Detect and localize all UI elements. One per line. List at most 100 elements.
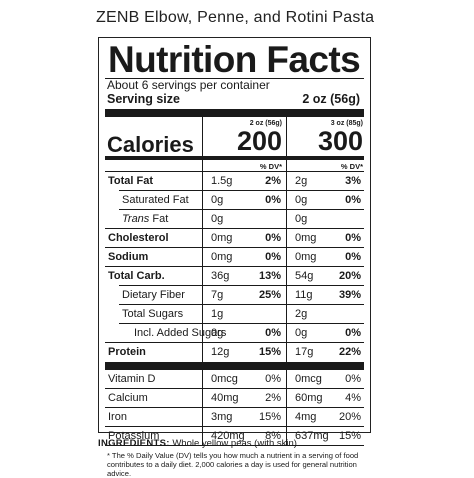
nutrient-dv-2: 3% [345,175,361,187]
calories-label: Calories [107,132,194,157]
serving-size-label: Serving size [107,92,180,106]
nutrient-row: Protein 12g 15% 17g 22% [105,343,364,362]
nutrient-name: Incl. Added Sugars [134,327,227,339]
calories-value-2: 300 [317,126,363,156]
vitamin-dv-2: 20% [338,411,361,423]
nutrient-name: Saturated Fat [122,194,189,206]
nutrient-dv-1: 0% [265,251,281,263]
divider [105,171,364,172]
nutrient-dv-1: 13% [258,270,281,282]
vitamin-name: Iron [108,411,127,423]
column-divider [202,117,203,446]
nutrient-dv-1: 0% [265,232,281,244]
vitamin-amount-2: 60mg [295,392,323,404]
nutrient-amount-1: 1g [211,308,224,320]
row-divider [105,266,364,267]
nutrient-amount-1: 12g [211,346,230,358]
vitamin-dv-2: 0% [345,373,361,385]
nutrient-amount-1: 36g [211,270,230,282]
vitamin-dv-2: 4% [345,392,361,404]
nutrient-name: Protein [108,346,146,358]
vitamin-amount-2: 637mg [295,430,329,442]
nutrient-amount-2: 11g [295,289,313,301]
nutrient-amount-2: 2g [295,175,308,187]
vitamin-amount-1: 0mcg [211,373,238,385]
row-divider [119,209,364,210]
vitamin-amount-1: 40mg [211,392,239,404]
nutrient-amount-2: 0mg [295,232,317,244]
vitamin-row: Potassium 420mg 8% 637mg 15% [105,427,364,446]
vitamin-row: Vitamin D 0mcg 0% 0mcg 0% [105,370,364,389]
nutrient-amount-2: 2g [295,308,308,320]
thick-divider [105,362,364,370]
nutrient-dv-1: 2% [265,175,281,187]
nutrient-dv-2: 22% [338,346,361,358]
vitamin-row: Calcium 40mg 2% 60mg 4% [105,389,364,408]
product-title: ZENB Elbow, Penne, and Rotini Pasta [96,9,375,26]
row-divider [119,285,364,286]
nutrient-row: Cholesterol 0mg 0% 0mg 0% [105,229,364,248]
nutrition-facts-label: Nutrition Facts About 6 servings per con… [98,37,371,478]
calories-value-1: 200 [236,126,282,156]
vitamin-amount-2: 0mcg [295,373,322,385]
nutrient-amount-1: 1.5g [211,175,233,187]
nutrient-amount-2: 17g [295,346,314,358]
nutrient-name: Dietary Fiber [122,289,185,301]
vitamin-name: Potassium [108,430,160,442]
nutrient-dv-2: 39% [338,289,361,301]
nutrient-dv-2: 20% [338,270,361,282]
nutrient-amount-2: 0g [295,213,308,225]
nutrient-dv-2: 0% [345,232,361,244]
nutrient-dv-2: 0% [345,327,361,339]
nutrient-name: Total Carb. [108,270,165,282]
medium-divider [105,156,364,160]
nutrient-dv-1: 0% [265,327,281,339]
nutrient-row: Incl. Added Sugars 0g 0% 0g 0% [105,324,364,343]
vitamin-dv-1: 0% [265,373,281,385]
nutrient-dv-1: 0% [265,194,281,206]
vitamin-amount-1: 3mg [211,411,233,423]
vitamin-row: Iron 3mg 15% 4mg 20% [105,408,364,427]
nutrient-name: Total Sugars [122,308,184,320]
divider [105,78,364,79]
row-divider [119,190,364,191]
nutrient-dv-1: 25% [258,289,281,301]
nutrient-amount-1: 7g [211,289,224,301]
vitamin-name: Calcium [108,392,148,404]
nutrient-dv-2: 0% [345,251,361,263]
thick-divider [105,109,364,117]
row-divider [119,323,364,324]
label-heading: Nutrition Facts [108,39,361,80]
nutrient-name: Sodium [108,251,149,263]
ingredients-line: INGREDIENTS: Whole yellow peas (with ski… [98,438,300,449]
nutrient-row: Dietary Fiber 7g 25% 11g 39% [105,286,364,305]
nutrient-name: Cholesterol [108,232,169,244]
row-divider [119,304,364,305]
nutrient-name: Total Fat [108,175,154,187]
column-divider [286,117,287,446]
servings-per-container: About 6 servings per container [107,78,270,92]
row-divider [105,228,364,229]
vitamin-name: Vitamin D [108,373,156,385]
column1-header: 2 oz (56g) [249,120,282,127]
vitamin-amount-1: 420mg [211,430,245,442]
row-divider [105,388,364,389]
nutrient-row: Trans Fat 0g 0g [105,210,364,229]
nutrient-row: Saturated Fat 0g 0% 0g 0% [105,191,364,210]
nutrient-amount-2: 54g [295,270,314,282]
nutrient-amount-1: 0g [211,194,224,206]
vitamin-dv-2: 15% [338,430,361,442]
row-divider [105,426,364,427]
vitamin-dv-1: 8% [265,430,281,442]
nutrient-amount-2: 0mg [295,251,317,263]
nutrient-row: Total Carb. 36g 13% 54g 20% [105,267,364,286]
nutrient-row: Sodium 0mg 0% 0mg 0% [105,248,364,267]
nutrient-amount-1: 0mg [211,232,233,244]
nutrient-amount-2: 0g [295,327,308,339]
vitamin-dv-1: 2% [265,392,281,404]
ingredients-text: Whole yellow peas (with skin). [172,438,300,449]
nutrient-dv-2: 0% [345,194,361,206]
dv-header-2: % DV* [340,162,363,171]
dv-header-1: % DV* [259,162,282,171]
nutrient-name: Trans Fat [122,213,169,225]
